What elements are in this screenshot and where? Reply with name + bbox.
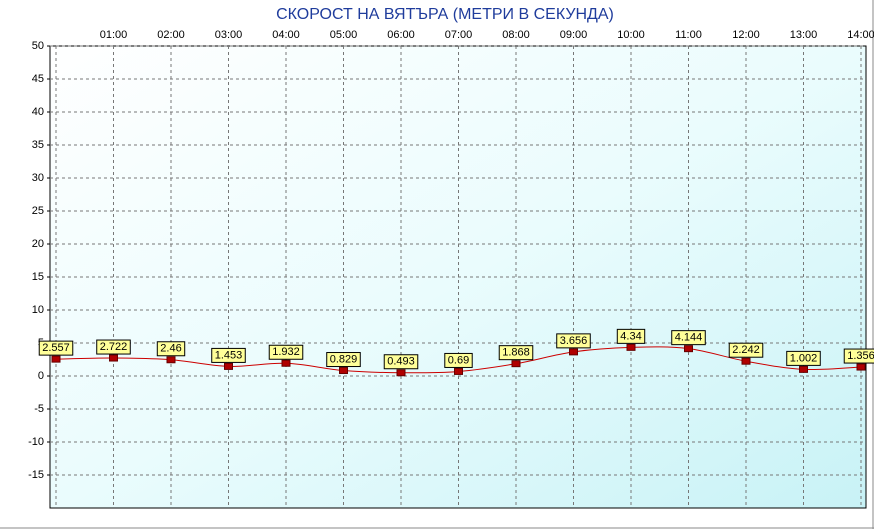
x-tick-label: 03:00 xyxy=(215,29,243,41)
data-point xyxy=(684,345,693,353)
y-tick-label: -15 xyxy=(28,469,44,481)
y-tick-label: 25 xyxy=(32,205,44,217)
data-label-box xyxy=(556,333,591,349)
y-tick-label: 0 xyxy=(38,370,44,382)
data-point xyxy=(339,367,348,375)
data-point xyxy=(626,343,636,351)
data-label: 2.46 xyxy=(160,343,181,355)
data-label-box xyxy=(38,340,74,356)
data-label-box xyxy=(326,352,361,368)
data-point xyxy=(166,356,176,364)
x-tick-label: 08:00 xyxy=(502,29,530,41)
data-label: 2.242 xyxy=(732,344,760,356)
x-tick-label: 06:00 xyxy=(387,29,415,41)
data-label: 3.656 xyxy=(560,335,588,347)
data-point xyxy=(109,354,118,362)
y-tick-label: 50 xyxy=(32,40,44,52)
data-point xyxy=(511,360,521,368)
data-label-box xyxy=(728,342,764,358)
y-tick-label: -5 xyxy=(34,403,44,415)
data-label-box xyxy=(96,339,131,355)
data-point xyxy=(856,363,866,371)
data-label-box xyxy=(444,352,473,368)
data-label: 1.453 xyxy=(215,349,243,361)
data-point xyxy=(741,357,751,365)
data-label-box xyxy=(383,354,419,370)
y-tick-label: 20 xyxy=(32,238,44,250)
x-tick-label: 04:00 xyxy=(272,29,300,41)
data-label: 0.829 xyxy=(330,353,358,365)
data-label-box xyxy=(156,341,186,357)
data-label: 1.868 xyxy=(502,347,530,359)
data-label: 4.34 xyxy=(620,330,641,342)
data-label: 1.002 xyxy=(790,352,818,364)
data-label-box xyxy=(211,347,246,363)
y-tick-label: -10 xyxy=(28,436,44,448)
y-tick-label: 10 xyxy=(32,304,44,316)
data-point xyxy=(281,359,291,367)
data-label: 1.356 xyxy=(847,350,874,362)
x-tick-label: 14:00 xyxy=(847,29,874,41)
data-point xyxy=(51,355,61,363)
data-point xyxy=(799,365,808,373)
data-label-box xyxy=(843,348,874,364)
data-label: 1.932 xyxy=(272,346,300,358)
x-tick-label: 07:00 xyxy=(445,29,473,41)
y-tick-label: 35 xyxy=(32,139,44,151)
x-tick-label: 09:00 xyxy=(560,29,588,41)
x-tick-label: 12:00 xyxy=(732,29,760,41)
data-point xyxy=(454,367,463,375)
data-label: 2.722 xyxy=(100,341,128,353)
chart-title: СКОРОСТ НА ВЯТЪРА (МЕТРИ В СЕКУНДА) xyxy=(276,6,614,23)
x-tick-label: 13:00 xyxy=(790,29,818,41)
x-tick-label: 02:00 xyxy=(157,29,185,41)
data-point xyxy=(569,348,578,356)
y-tick-label: 40 xyxy=(32,106,44,118)
x-tick-label: 05:00 xyxy=(330,29,358,41)
y-tick-label: 15 xyxy=(32,271,44,283)
data-label-box xyxy=(671,330,706,346)
data-label-box xyxy=(786,350,821,366)
x-tick-label: 11:00 xyxy=(675,29,702,41)
data-point xyxy=(396,369,406,377)
x-tick-label: 01:00 xyxy=(100,29,128,41)
data-label-box xyxy=(498,345,534,361)
x-tick-label: 10:00 xyxy=(617,29,645,41)
y-tick-label: 45 xyxy=(32,73,44,85)
data-label: 2.557 xyxy=(42,342,70,354)
y-tick-label: 30 xyxy=(32,172,44,184)
data-point xyxy=(224,362,233,370)
data-label-box xyxy=(616,328,646,344)
data-label-box xyxy=(268,344,304,360)
data-label: 0.69 xyxy=(448,354,469,366)
data-label: 4.144 xyxy=(675,332,703,344)
data-label: 0.493 xyxy=(387,356,415,368)
